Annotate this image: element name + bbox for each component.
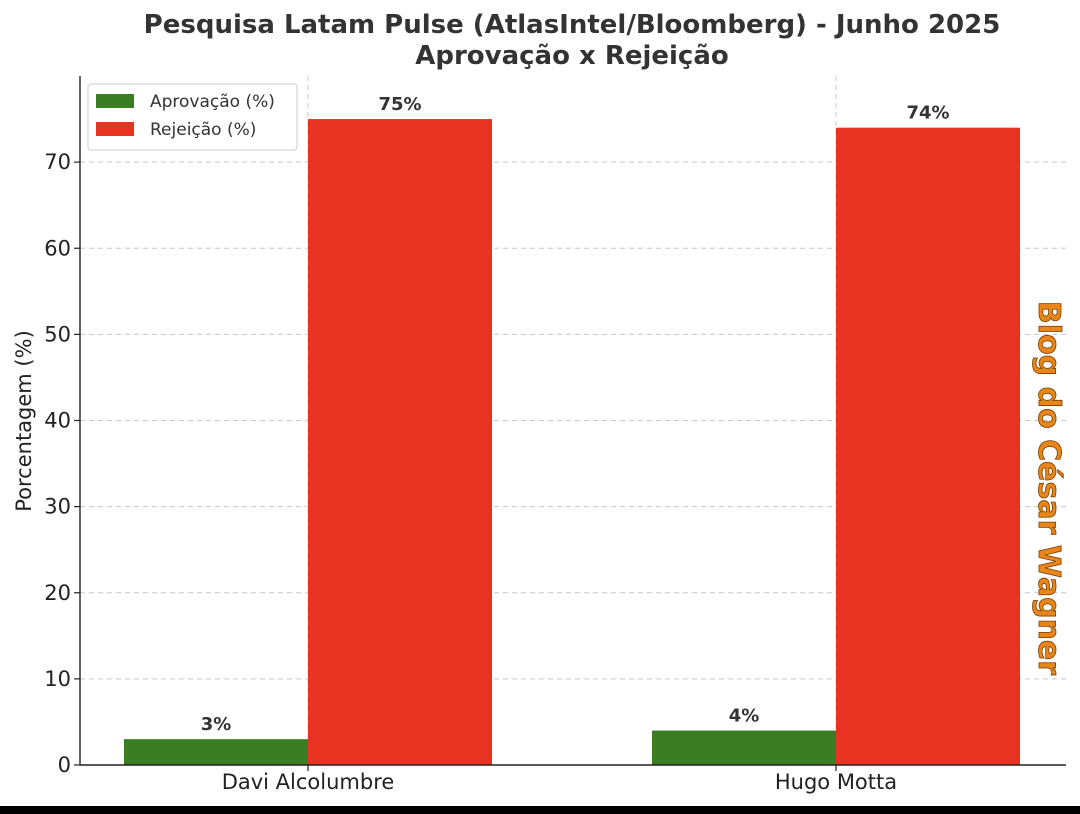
legend-label-aprovacao: Aprovação (%) [150, 92, 275, 112]
legend-swatch-aprovacao [96, 94, 134, 108]
x-tick-label: Davi Alcolumbre [222, 770, 395, 794]
data-label: 3% [201, 714, 232, 735]
y-tick-label: 60 [44, 236, 71, 260]
y-tick-label: 20 [44, 581, 71, 605]
data-label: 4% [729, 706, 760, 727]
bars [124, 119, 1020, 766]
data-labels: 3% 4% 75% 74% [201, 94, 950, 735]
legend: Aprovação (%) Rejeição (%) [87, 83, 298, 151]
axes: 0 10 20 30 40 50 60 70 Davi Alcolumbre Hugo Motta [44, 76, 1066, 794]
y-tick-label: 40 [44, 409, 71, 433]
bar-aprovacao-0 [124, 739, 308, 765]
y-tick-label: 0 [58, 753, 71, 777]
bar-aprovacao-1 [652, 730, 836, 765]
y-tick-label: 50 [44, 322, 71, 346]
data-label: 75% [378, 94, 421, 115]
watermark-text: Blog do César Wagner [1031, 301, 1066, 675]
y-axis-label: Porcentagem (%) [12, 330, 36, 512]
legend-swatch-rejeicao [96, 122, 134, 136]
y-tick-label: 30 [44, 495, 71, 519]
y-tick-label: 70 [44, 150, 71, 174]
bar-rejeicao-1 [836, 127, 1020, 766]
chart-title: Pesquisa Latam Pulse (AtlasIntel/Bloombe… [144, 10, 1001, 40]
legend-frame [87, 83, 298, 151]
y-tick-label: 10 [44, 667, 71, 691]
chart-subtitle: Aprovação x Rejeição [415, 41, 729, 71]
x-tick-label: Hugo Motta [775, 770, 897, 794]
data-label: 74% [906, 103, 949, 124]
bottom-bar [0, 806, 1080, 814]
bar-rejeicao-0 [308, 119, 492, 765]
legend-label-rejeicao: Rejeição (%) [150, 120, 256, 140]
